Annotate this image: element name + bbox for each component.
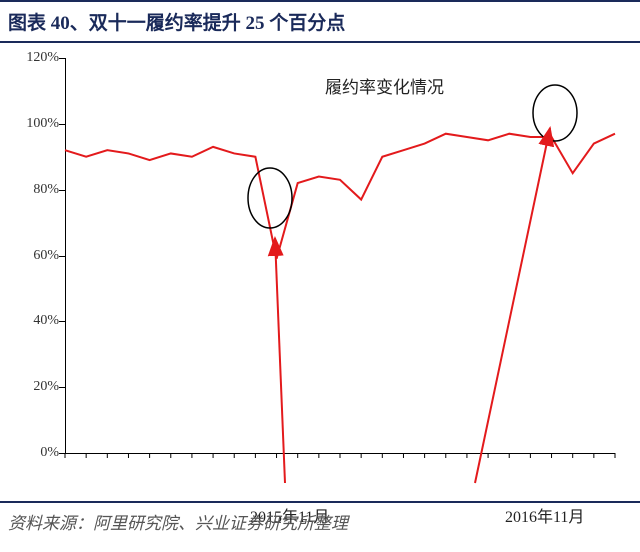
chart-svg xyxy=(65,58,615,513)
y-tick-label: 60% xyxy=(9,248,59,264)
chart-title: 图表 40、双十一履约率提升 25 个百分点 xyxy=(0,0,640,43)
annotation-circle xyxy=(248,168,292,228)
figure-container: 图表 40、双十一履约率提升 25 个百分点 0%20%40%60%80%100… xyxy=(0,0,640,552)
source-caption: 资料来源：阿里研究院、兴业证券研究所整理 xyxy=(0,501,640,540)
annotation-circle xyxy=(533,85,577,141)
y-tick-label: 0% xyxy=(9,445,59,461)
y-tick-label: 80% xyxy=(9,182,59,198)
y-tick-label: 100% xyxy=(9,116,59,132)
annotation-arrow xyxy=(275,238,285,483)
y-tick-label: 20% xyxy=(9,379,59,395)
chart-legend: 履约率变化情况 xyxy=(325,73,444,98)
y-tick-label: 40% xyxy=(9,313,59,329)
chart-area: 0%20%40%60%80%100%120% 履约率变化情况 2015年11月2… xyxy=(65,58,615,478)
series-line xyxy=(65,134,615,259)
y-tick-label: 120% xyxy=(9,50,59,66)
annotation-arrow xyxy=(475,128,550,483)
